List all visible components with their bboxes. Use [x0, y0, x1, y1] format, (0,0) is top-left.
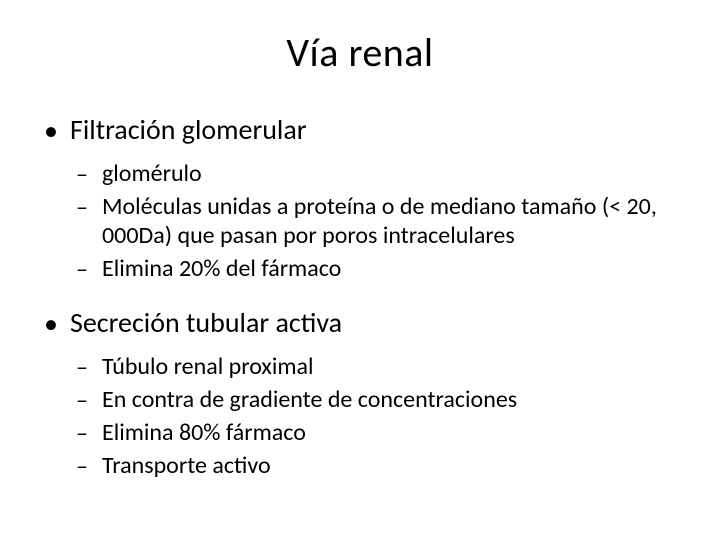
section-heading-text: Secreción tubular activa — [70, 306, 680, 341]
bullet-l2-marker: – — [76, 452, 102, 481]
bullet-l2-marker: – — [76, 160, 102, 189]
slide-title: Vía renal — [40, 28, 680, 77]
list-item-text: Moléculas unidas a proteína o de mediano… — [102, 193, 680, 251]
bullet-l2-marker: – — [76, 386, 102, 415]
bullet-l1-marker: • — [40, 306, 70, 341]
list-item-text: Transporte activo — [102, 452, 680, 481]
section-heading: • Filtración glomerular — [40, 113, 680, 148]
list-item-text: Elimina 80% fármaco — [102, 419, 680, 448]
list-item: – Túbulo renal proximal — [76, 353, 680, 382]
section-heading: • Secreción tubular activa — [40, 306, 680, 341]
section-gap — [40, 288, 680, 306]
list-item-text: En contra de gradiente de concentracione… — [102, 386, 680, 415]
section-heading-text: Filtración glomerular — [70, 113, 680, 148]
list-item-text: glomérulo — [102, 160, 680, 189]
list-item: – glomérulo — [76, 160, 680, 189]
list-item: – Elimina 20% del fármaco — [76, 255, 680, 284]
bullet-l2-marker: – — [76, 193, 102, 251]
bullet-l2-marker: – — [76, 419, 102, 448]
list-item: – Elimina 80% fármaco — [76, 419, 680, 448]
list-item-text: Elimina 20% del fármaco — [102, 255, 680, 284]
bullet-l2-marker: – — [76, 255, 102, 284]
list-item: – Transporte activo — [76, 452, 680, 481]
bullet-l2-marker: – — [76, 353, 102, 382]
list-item: – En contra de gradiente de concentracio… — [76, 386, 680, 415]
bullet-l1-marker: • — [40, 113, 70, 148]
list-item: – Moléculas unidas a proteína o de media… — [76, 193, 680, 251]
list-item-text: Túbulo renal proximal — [102, 353, 680, 382]
